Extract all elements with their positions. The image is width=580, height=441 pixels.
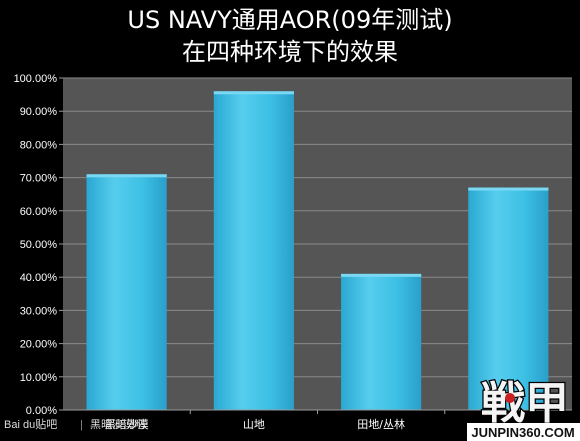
y-tick-label: 30.00% [20,305,58,317]
chart-title-line-2: 在四种环境下的效果 [182,38,398,66]
y-tick-label: 50.00% [20,239,58,251]
y-tick-label: 90.00% [20,106,58,118]
y-tick-label: 10.00% [20,372,58,384]
y-tick-label: 0.00% [26,405,57,417]
x-tick-label: 黑暗沙漠 [105,417,149,431]
baidu-tieba-name: 黑暗沙漠吧 [90,417,145,431]
bar [341,273,422,410]
junpin-logo: 戦甲 JUNPIN360.COM [467,377,580,441]
junpin-site-bg [467,423,580,441]
y-tick-label: 40.00% [20,272,58,284]
bar [213,91,294,410]
bar-top-highlight [213,91,294,95]
bar-top-highlight [468,187,549,191]
junpin-logo-red-mark [505,393,515,403]
x-tick-label: 田地/丛林 [357,417,405,431]
baidu-watermark-separator: | [80,419,83,431]
bar [468,187,549,410]
y-tick-label: 70.00% [20,173,58,185]
chart-title: US NAVY通用AOR(09年测试) 在四种环境下的效果 [127,6,452,66]
y-tick-label: 100.00% [14,73,58,85]
baidu-watermark: Bai du贴吧 | 黑暗沙漠吧 [4,417,145,431]
y-tick-label: 20.00% [20,339,58,351]
y-tick-label: 60.00% [20,206,58,218]
x-axis-ticks: 黑暗沙漠 山地 田地/丛林 [105,410,446,431]
bar-top-highlight [341,273,422,277]
junpin-logo-glyphs: 戦甲 [481,378,569,429]
chart-title-line-1: US NAVY通用AOR(09年测试) [127,6,452,34]
y-axis-ticks: 0.00% 10.00% 20.00% 30.00% 40.00% 50.00% 60.00… [14,73,63,417]
y-tick-label: 80.00% [20,139,58,151]
junpin-site-url: JUNPIN360.COM [471,425,574,440]
bar-top-highlight [86,174,167,178]
x-tick-label: 山地 [243,418,265,431]
bars [86,91,549,410]
baidu-watermark-text: Bai du贴吧 [4,417,57,431]
bar [86,174,167,410]
